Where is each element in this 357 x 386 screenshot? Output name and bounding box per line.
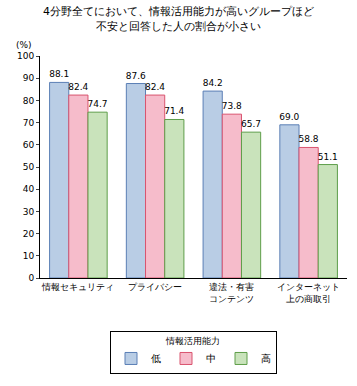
svg-text:80: 80 xyxy=(23,96,35,106)
svg-text:71.4: 71.4 xyxy=(164,106,184,116)
svg-text:90: 90 xyxy=(23,73,35,83)
svg-text:84.2: 84.2 xyxy=(203,78,223,88)
svg-text:74.7: 74.7 xyxy=(88,99,108,109)
svg-text:インターネット上の商取引: インターネット上の商取引 xyxy=(277,282,340,304)
svg-text:88.1: 88.1 xyxy=(49,69,69,79)
svg-text:70: 70 xyxy=(23,118,35,128)
svg-text:情報活用能力: 情報活用能力 xyxy=(165,336,220,346)
svg-text:73.8: 73.8 xyxy=(222,101,242,111)
svg-text:58.8: 58.8 xyxy=(298,134,318,144)
svg-text:20: 20 xyxy=(23,229,35,239)
svg-text:82.4: 82.4 xyxy=(145,82,165,92)
svg-text:プライバシー: プライバシー xyxy=(128,282,182,292)
svg-text:51.1: 51.1 xyxy=(318,152,338,162)
svg-text:30: 30 xyxy=(23,207,35,217)
svg-text:0: 0 xyxy=(28,273,34,283)
svg-text:10: 10 xyxy=(23,251,35,261)
svg-text:違法・有害コンテンツ: 違法・有害コンテンツ xyxy=(209,282,254,304)
svg-text:低: 低 xyxy=(151,353,161,364)
svg-text:60: 60 xyxy=(23,140,35,150)
svg-text:情報セキュリティ: 情報セキュリティ xyxy=(41,282,114,292)
svg-text:87.6: 87.6 xyxy=(126,71,146,81)
svg-text:中: 中 xyxy=(206,353,216,364)
svg-text:69.0: 69.0 xyxy=(279,112,299,122)
svg-text:82.4: 82.4 xyxy=(68,82,88,92)
svg-text:(%): (%) xyxy=(16,40,32,50)
svg-text:65.7: 65.7 xyxy=(241,119,261,129)
svg-text:高: 高 xyxy=(261,353,271,364)
svg-text:50: 50 xyxy=(23,162,35,172)
svg-text:40: 40 xyxy=(23,184,35,194)
svg-text:4分野全てにおいて、情報活用能力が高いグループほど不安と回答: 4分野全てにおいて、情報活用能力が高いグループほど不安と回答した人の割合が小さい xyxy=(43,5,314,32)
svg-text:100: 100 xyxy=(17,51,34,61)
